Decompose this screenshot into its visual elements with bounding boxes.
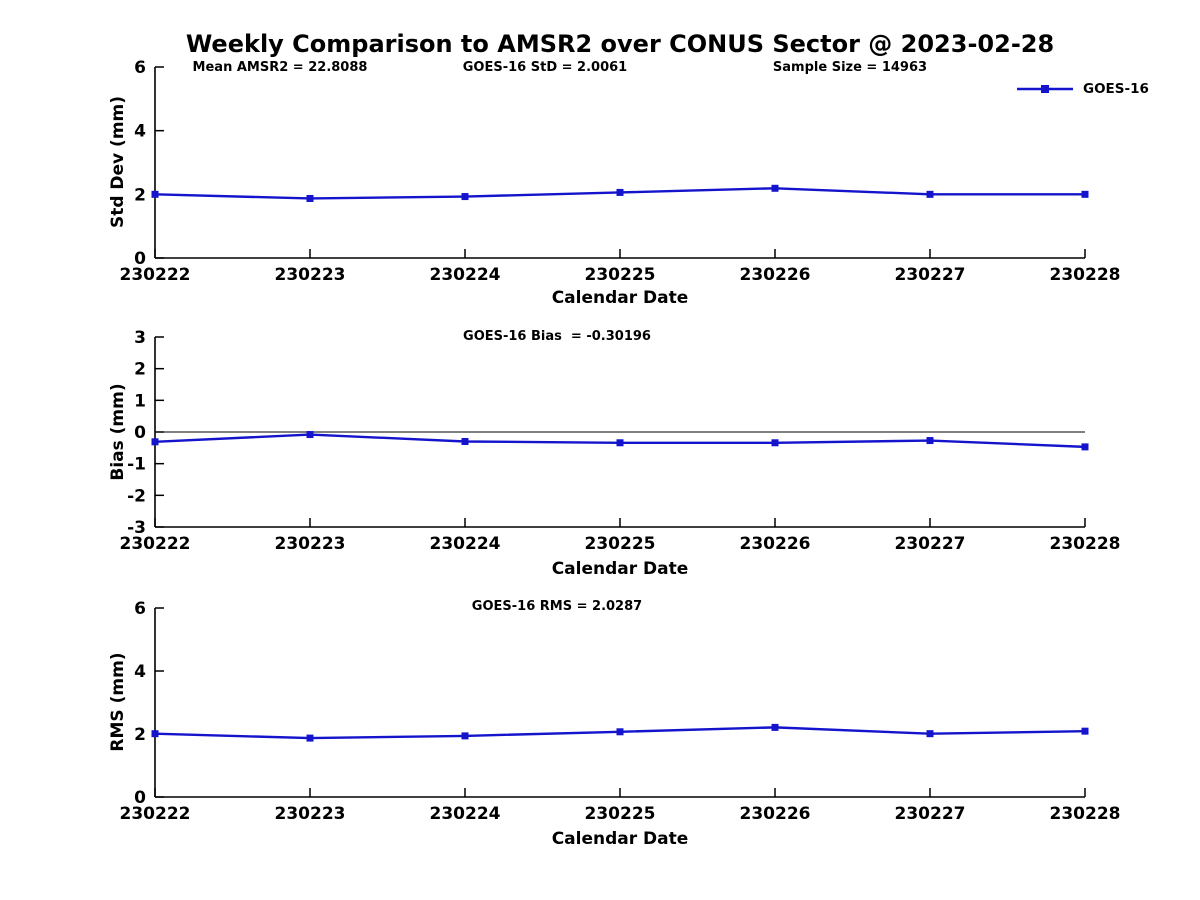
x-tick-label: 230226 xyxy=(740,534,811,554)
y-tick-label: 0 xyxy=(134,423,146,443)
chart-title: Weekly Comparison to AMSR2 over CONUS Se… xyxy=(185,30,1055,58)
data-marker-std-dev xyxy=(771,184,779,192)
data-marker-bias xyxy=(616,439,624,447)
data-marker-rms xyxy=(1081,727,1089,735)
data-marker-rms xyxy=(771,723,779,731)
data-marker-std-dev xyxy=(926,190,934,198)
y-tick-label: 6 xyxy=(134,58,146,78)
data-marker-std-dev xyxy=(151,190,159,198)
data-marker-std-dev xyxy=(616,188,624,196)
x-tick-label: 230223 xyxy=(275,534,346,554)
legend: GOES-16 xyxy=(1016,80,1149,98)
x-tick-label: 230228 xyxy=(1050,804,1121,824)
x-tick-label: 230223 xyxy=(275,804,346,824)
data-marker-rms xyxy=(616,728,624,736)
data-marker-bias xyxy=(306,431,314,439)
y-tick-label: 6 xyxy=(134,599,146,619)
y-tick-label: -3 xyxy=(127,518,146,538)
data-marker-rms xyxy=(306,734,314,742)
data-marker-bias xyxy=(151,438,159,446)
x-tick-label: 230222 xyxy=(120,534,191,554)
data-marker-std-dev xyxy=(461,193,469,201)
x-tick-label: 230225 xyxy=(585,804,656,824)
x-tick-label: 230222 xyxy=(120,804,191,824)
x-tick-label: 230226 xyxy=(740,265,811,285)
data-marker-bias xyxy=(461,438,469,445)
data-marker-bias xyxy=(1081,443,1089,451)
y-tick-label: 2 xyxy=(134,360,146,380)
data-marker-bias xyxy=(771,439,779,447)
x-tick-label: 230224 xyxy=(430,804,501,824)
annotation-mean-amsr2: Mean AMSR2 = 22.8088 xyxy=(192,60,368,75)
y-tick-label: 1 xyxy=(134,391,146,411)
x-tick-label: 230222 xyxy=(120,265,191,285)
data-marker-bias xyxy=(926,437,934,445)
data-marker-rms xyxy=(151,730,159,738)
x-tick-label: 230223 xyxy=(275,265,346,285)
y-tick-label: 0 xyxy=(134,249,146,269)
data-marker-rms xyxy=(926,730,934,738)
x-tick-label: 230225 xyxy=(585,265,656,285)
y-tick-label: 3 xyxy=(134,328,146,348)
x-tick-label: 230227 xyxy=(895,804,966,824)
xlabel-calendar-date-3: Calendar Date xyxy=(551,829,689,849)
legend-key-icon xyxy=(1017,85,1073,93)
x-tick-label: 230226 xyxy=(740,804,811,824)
xlabel-calendar-date-1: Calendar Date xyxy=(551,288,689,308)
x-tick-label: 230225 xyxy=(585,534,656,554)
annotation-goes16-rms: GOES-16 RMS = 2.0287 xyxy=(471,599,643,614)
y-tick-label: -2 xyxy=(127,486,146,506)
annotation-sample-size: Sample Size = 14963 xyxy=(772,60,928,75)
annotation-goes16-std: GOES-16 StD = 2.0061 xyxy=(462,60,628,75)
x-tick-label: 230227 xyxy=(895,534,966,554)
y-tick-label: 0 xyxy=(134,788,146,808)
annotation-goes16-bias: GOES-16 Bias = -0.30196 xyxy=(463,329,651,344)
data-marker-rms xyxy=(461,732,469,740)
legend-label: GOES-16 xyxy=(1083,81,1149,97)
y-tick-label: -1 xyxy=(127,455,146,475)
y-tick-label: 2 xyxy=(134,725,146,745)
data-marker-std-dev xyxy=(1081,190,1089,198)
x-tick-label: 230224 xyxy=(430,534,501,554)
y-tick-label: 4 xyxy=(134,662,146,682)
x-tick-label: 230224 xyxy=(430,265,501,285)
x-tick-label: 230228 xyxy=(1050,534,1121,554)
xlabel-calendar-date-2: Calendar Date xyxy=(551,559,689,579)
x-tick-label: 230227 xyxy=(895,265,966,285)
x-tick-label: 230228 xyxy=(1050,265,1121,285)
y-tick-label: 2 xyxy=(134,185,146,205)
y-tick-label: 4 xyxy=(134,122,146,142)
legend-marker-square xyxy=(1041,85,1049,93)
data-marker-std-dev xyxy=(306,194,314,202)
